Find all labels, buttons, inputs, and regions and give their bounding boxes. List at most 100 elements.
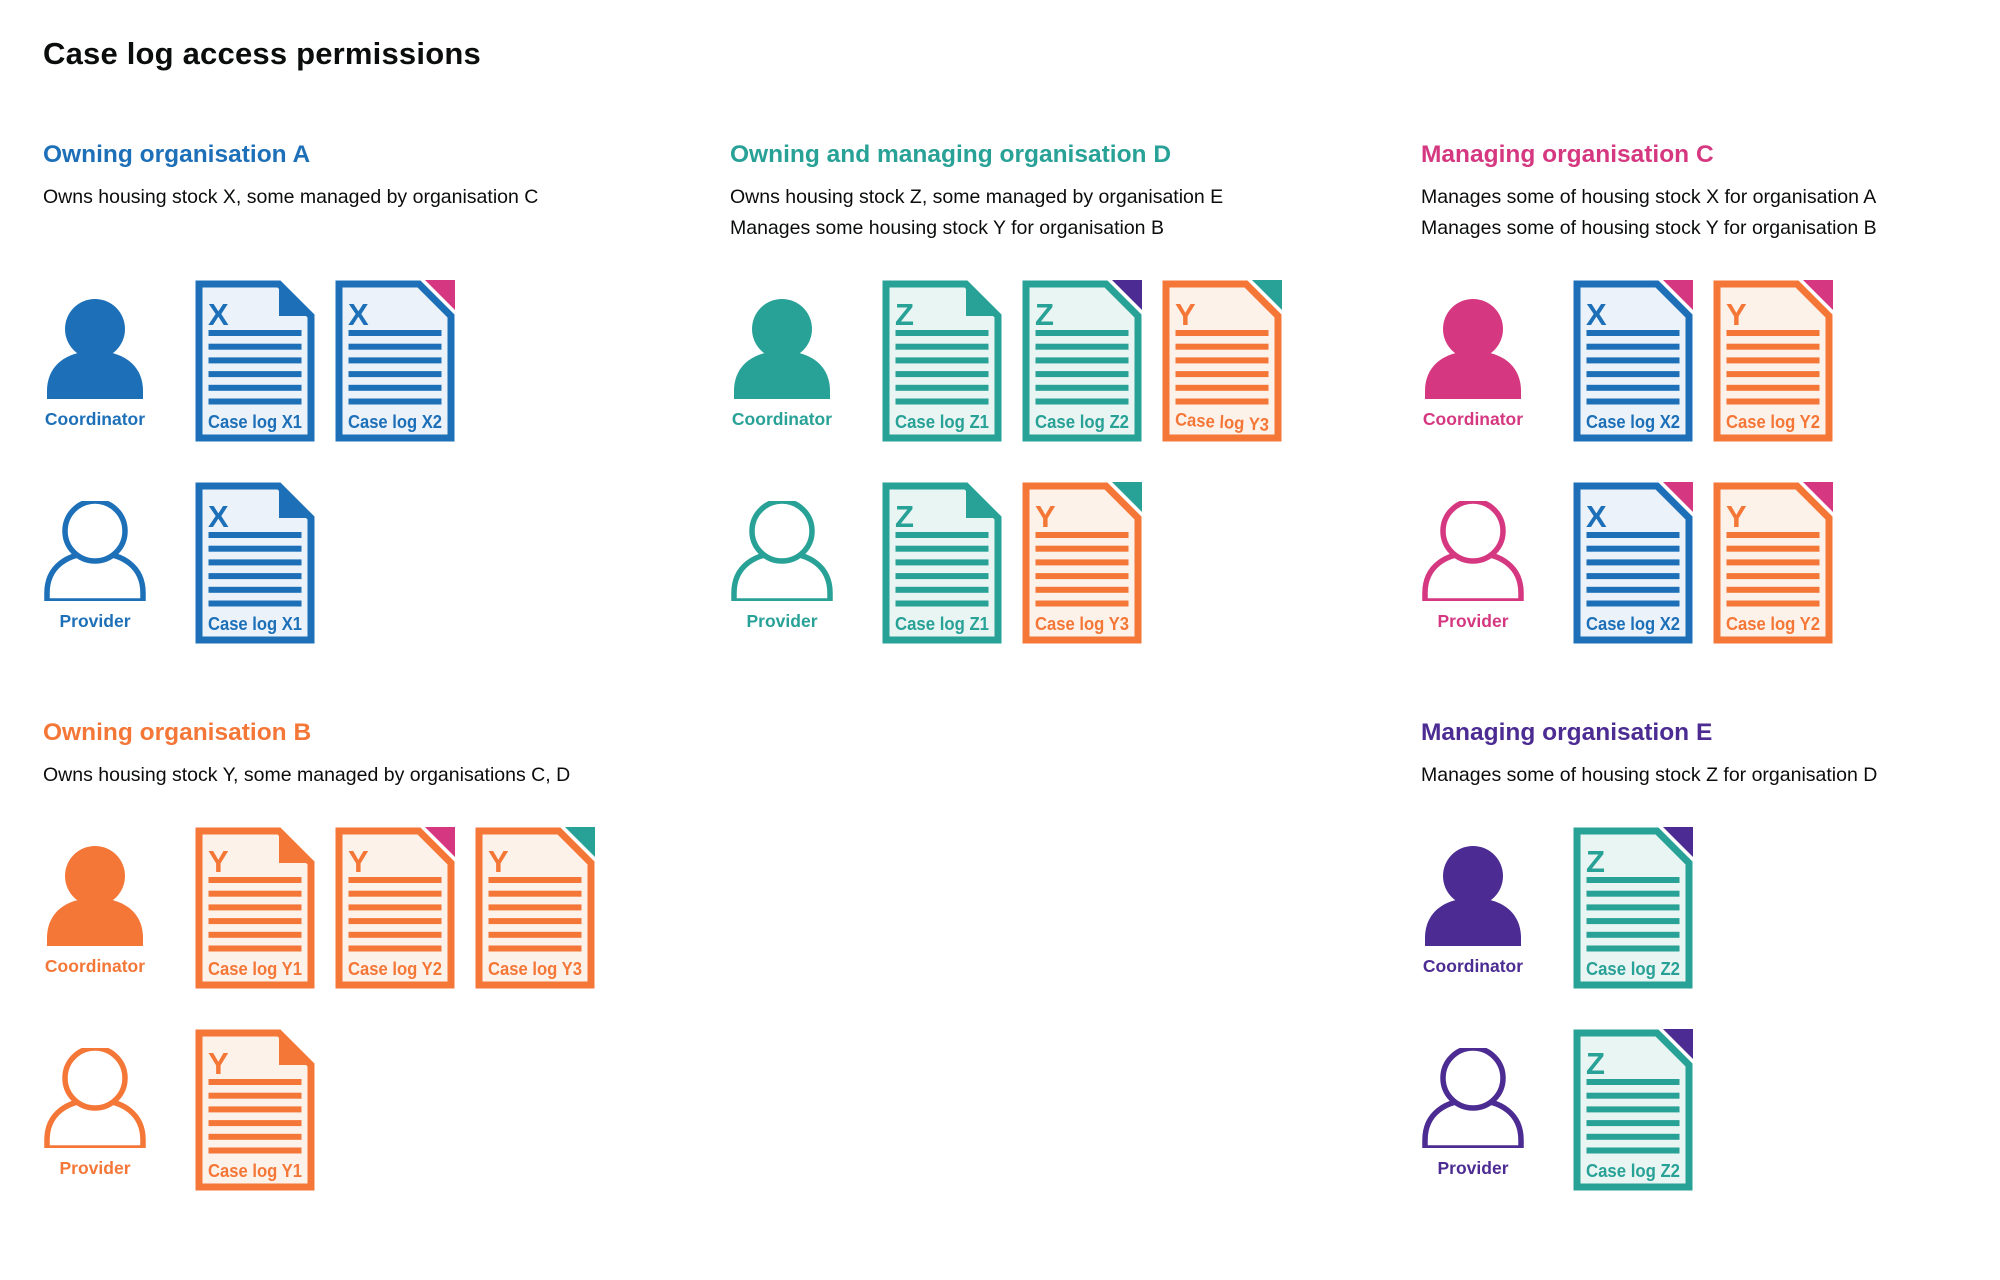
permission-rows: Coordinator Y Case log Y1 Y Case log Y2 Y C… [43,827,683,1191]
provider-icon [1422,501,1524,601]
person-role-label: Coordinator [731,409,833,429]
section-description: Manages some of housing stock X for orga… [1421,182,1991,244]
document-text-lines [208,330,302,405]
section-description: Manages some of housing stock Z for orga… [1421,760,1991,791]
case-log-documents: X Case log X2 Y Case log Y2 [1573,482,1833,644]
document-text-lines [1035,330,1129,405]
person: Coordinator [43,846,147,977]
case-log-documents: Y Case log Y1 [195,1029,315,1191]
person: Coordinator [43,299,147,430]
page-title: Case log access permissions [43,36,481,71]
document-label: Case log Y1 [208,959,302,979]
section-description: Owns housing stock Z, some managed by or… [730,182,1370,244]
section-description-line: Manages some of housing stock X for orga… [1421,186,1877,208]
document-letter: X [1586,297,1607,332]
case-log-document: Y Case log Y2 [335,827,455,989]
document-letter: Z [895,499,914,534]
coordinator-permissions-row: Coordinator Z Case log Z2 [1421,827,1991,989]
document-icon: Z Case log Z2 [1573,1029,1693,1191]
document-text-lines [488,877,582,952]
provider-permissions-row: Provider X Case log X2 Y Case log Y2 [1421,482,1991,644]
document-text-lines [348,330,442,405]
folded-corner [279,486,311,518]
person-role-label: Provider [1437,1158,1509,1178]
person-role-label: Provider [59,611,131,631]
section-managing-organisation-e: Managing organisation E Manages some of … [1421,716,1991,1191]
folded-corner [1663,827,1693,857]
provider-icon [1422,1048,1524,1148]
provider-permissions-row: Provider X Case log X1 [43,482,663,644]
folded-corner [1112,482,1142,512]
person: Provider [43,501,147,632]
document-letter: Z [1586,1046,1605,1081]
document-icon: X Case log X2 [1573,280,1693,442]
document-text-lines [208,1079,302,1154]
document-icon: Y Case log Y2 [1713,280,1833,442]
case-log-document: Y Case log Y1 [195,827,315,989]
document-letter: Z [1035,297,1054,332]
section-description: Owns housing stock X, some managed by or… [43,182,663,244]
coordinator-permissions-row: Coordinator X Case log X2 Y Case log Y2 [1421,280,1991,442]
document-label: Case log X2 [348,412,442,432]
folded-corner [565,827,595,857]
document-letter: Y [208,844,229,879]
case-log-documents: X Case log X2 Y Case log Y2 [1573,280,1833,442]
case-log-document: Z Case log Z1 [882,280,1002,442]
folded-corner [1803,482,1833,512]
case-log-document: Y Case log Y3 [1162,280,1282,442]
document-label: Case log Y1 [208,1161,302,1181]
document-icon: X Case log X1 [195,280,315,442]
document-text-lines [1586,330,1680,405]
folded-corner [1252,280,1282,310]
case-log-documents: X Case log X1 [195,482,315,644]
document-label: Case log Z2 [1586,1161,1680,1181]
case-log-documents: Z Case log Z2 [1573,1029,1693,1191]
folded-corner [425,827,455,857]
case-log-documents: X Case log X1 X Case log X2 [195,280,455,442]
document-text-lines [1726,330,1820,405]
provider-permissions-row: Provider Y Case log Y1 [43,1029,683,1191]
document-text-lines [1586,532,1680,607]
document-text-lines [208,532,302,607]
case-log-documents: Z Case log Z1 Z Case log Z2 Y Case log Y3 [882,280,1282,442]
document-icon: X Case log X1 [195,482,315,644]
coordinator-icon [1425,846,1521,946]
document-label: Case log Z1 [895,614,989,634]
person: Coordinator [1421,299,1525,430]
folded-corner [1112,280,1142,310]
case-log-document: X Case log X2 [1573,482,1693,644]
document-label: Case log Y3 [488,959,582,979]
document-label: Case log Z2 [1586,959,1680,979]
coordinator-icon [1425,299,1521,399]
coordinator-permissions-row: Coordinator X Case log X1 X Case log X2 [43,280,663,442]
section-description-line: Owns housing stock X, some managed by or… [43,186,539,208]
folded-corner [425,280,455,310]
person: Provider [1421,501,1525,632]
section-owning-managing-organisation-d: Owning and managing organisation D Owns … [730,138,1370,644]
coordinator-icon [47,846,143,946]
section-heading: Owning organisation A [43,141,311,168]
section-description-line: Manages some housing stock Y for organis… [730,217,1164,239]
case-log-document: Y Case log Y2 [1713,482,1833,644]
case-log-documents: Z Case log Z2 [1573,827,1693,989]
document-label: Case log X1 [208,412,302,432]
case-log-document: Y Case log Y1 [195,1029,315,1191]
person-role-label: Provider [59,1158,131,1178]
case-log-documents: Y Case log Y1 Y Case log Y2 Y Case log Y3 [195,827,595,989]
folded-corner [279,284,311,316]
document-label: Case log Z1 [895,412,989,432]
folded-corner [966,486,998,518]
person-role-label: Provider [746,611,818,631]
document-icon: Z Case log Z1 [882,482,1002,644]
document-letter: Y [208,1046,229,1081]
person-role-label: Coordinator [1422,956,1524,976]
document-text-lines [1175,330,1269,405]
person-role-label: Coordinator [44,409,146,429]
section-description-line: Manages some of housing stock Z for orga… [1421,764,1878,786]
document-letter: Y [348,844,369,879]
provider-permissions-row: Provider Z Case log Z2 [1421,1029,1991,1191]
document-text-lines [348,877,442,952]
permission-rows: Coordinator Z Case log Z2 Provider Z Case … [1421,827,1991,1191]
